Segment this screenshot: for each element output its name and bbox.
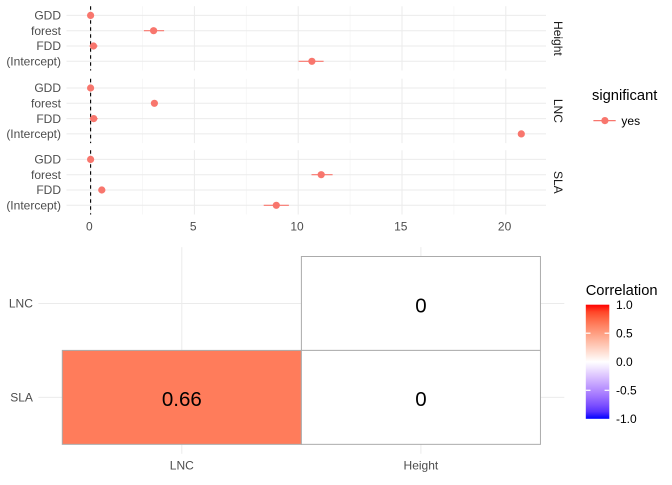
svg-text:5: 5 — [190, 220, 197, 234]
svg-text:20: 20 — [498, 220, 512, 234]
svg-text:forest: forest — [31, 97, 62, 111]
svg-text:significant: significant — [592, 88, 657, 104]
svg-text:0: 0 — [86, 220, 93, 234]
svg-text:forest: forest — [31, 168, 62, 182]
svg-text:yes: yes — [621, 114, 640, 128]
svg-text:0: 0 — [415, 388, 426, 411]
svg-text:(Intercept): (Intercept) — [6, 199, 61, 213]
svg-text:forest: forest — [31, 24, 62, 38]
svg-text:LNC: LNC — [170, 459, 194, 473]
svg-text:(Intercept): (Intercept) — [6, 55, 61, 69]
svg-text:Height: Height — [404, 459, 439, 473]
svg-text:GDD: GDD — [34, 9, 61, 23]
svg-text:0: 0 — [415, 294, 426, 317]
svg-text:GDD: GDD — [34, 81, 61, 95]
svg-text:LNC: LNC — [9, 297, 33, 311]
svg-text:Correlation: Correlation — [586, 283, 658, 299]
svg-text:-0.5: -0.5 — [616, 384, 637, 398]
svg-text:FDD: FDD — [36, 183, 61, 197]
svg-text:SLA: SLA — [10, 391, 33, 405]
svg-text:FDD: FDD — [36, 112, 61, 126]
svg-text:0.0: 0.0 — [616, 355, 633, 369]
svg-text:0.66: 0.66 — [162, 388, 202, 411]
svg-text:FDD: FDD — [36, 39, 61, 53]
svg-text:0.5: 0.5 — [616, 327, 633, 341]
svg-text:SLA: SLA — [551, 171, 565, 194]
svg-text:10: 10 — [290, 220, 304, 234]
svg-text:LNC: LNC — [551, 99, 565, 123]
svg-text:Height: Height — [551, 21, 565, 56]
svg-text:15: 15 — [394, 220, 408, 234]
svg-text:-1.0: -1.0 — [616, 412, 637, 426]
svg-text:1.0: 1.0 — [616, 298, 633, 312]
svg-text:(Intercept): (Intercept) — [6, 127, 61, 141]
svg-text:GDD: GDD — [34, 153, 61, 167]
